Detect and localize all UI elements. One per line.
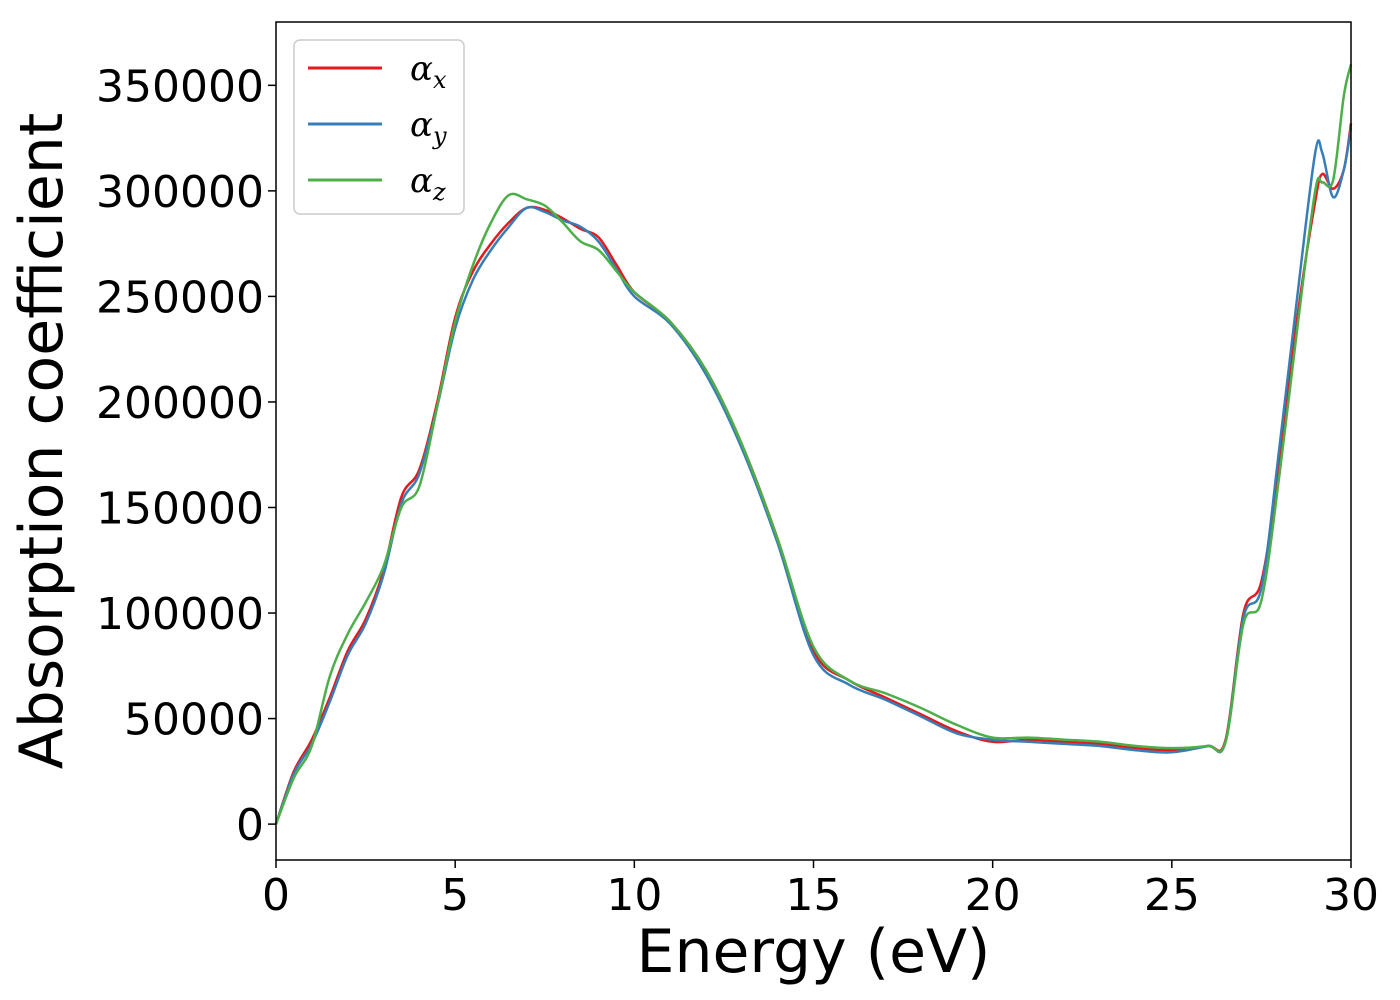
y-tick-label: 350000 <box>96 61 264 112</box>
x-tick-label: 10 <box>606 870 662 921</box>
y-tick-label: 50000 <box>124 695 264 746</box>
legend-label-z: αz <box>410 161 446 206</box>
y-tick-label: 150000 <box>96 483 264 534</box>
series-line-z <box>274 63 1353 825</box>
y-tick-label: 200000 <box>96 378 264 429</box>
legend-label-y: αy <box>410 105 447 150</box>
x-ticks: 0 5 10 15 20 25 30 <box>262 860 1379 921</box>
legend-symbol: α <box>410 161 433 201</box>
legend-subscript: z <box>432 178 446 206</box>
legend-box <box>293 39 465 215</box>
series-layer <box>274 63 1353 825</box>
x-tick-label: 5 <box>441 870 469 921</box>
x-tick-label: 20 <box>965 870 1021 921</box>
y-tick-label: 300000 <box>96 167 264 218</box>
x-tick-label: 30 <box>1323 870 1379 921</box>
series-line-y <box>274 127 1353 825</box>
legend-symbol: α <box>410 49 433 89</box>
y-axis-title: Absorption coefficient <box>7 113 77 770</box>
x-tick-label: 25 <box>1144 870 1200 921</box>
x-axis-title: Energy (eV) <box>637 917 991 987</box>
y-tick-label: 250000 <box>96 272 264 323</box>
legend-label-x: αx <box>410 49 447 94</box>
x-tick-label: 15 <box>786 870 842 921</box>
legend-symbol: α <box>410 105 433 145</box>
y-tick-label: 100000 <box>96 589 264 640</box>
legend-subscript: x <box>433 66 447 94</box>
x-tick-label: 0 <box>262 870 290 921</box>
series-line-x <box>274 123 1353 825</box>
y-ticks: 0 50000 100000 150000 200000 250000 300000 3500… <box>96 61 276 851</box>
legend-subscript: y <box>432 122 447 150</box>
y-tick-label: 0 <box>236 800 264 851</box>
